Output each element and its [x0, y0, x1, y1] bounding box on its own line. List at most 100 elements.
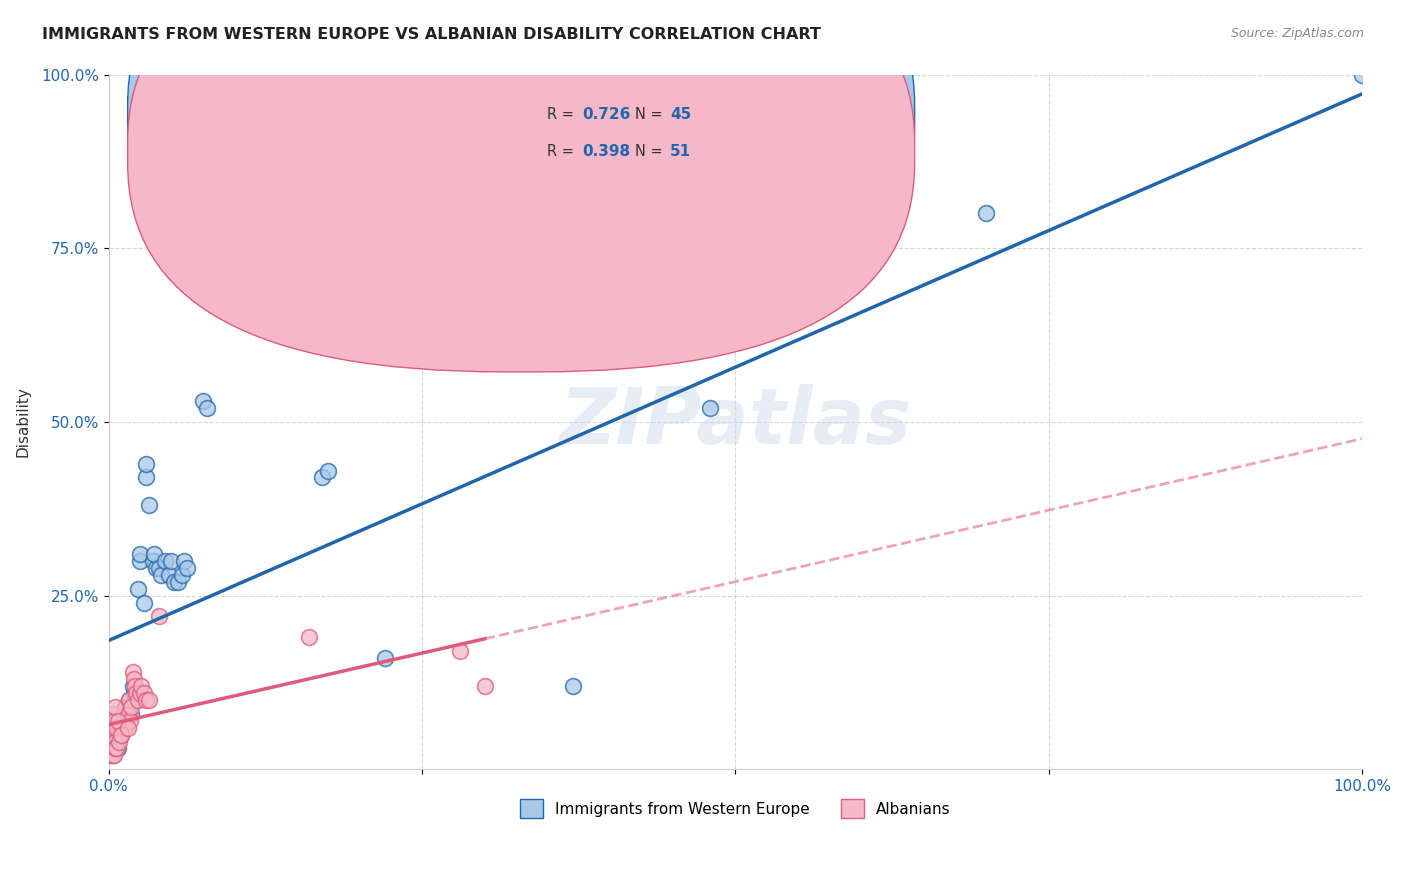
Point: [474, 679, 496, 693]
Text: 45: 45: [671, 107, 692, 122]
Point: [105, 734, 128, 748]
Point: [111, 706, 134, 721]
Point: [166, 574, 188, 589]
Point: [125, 686, 148, 700]
Point: [138, 693, 160, 707]
Point: [98, 748, 121, 763]
Point: [117, 721, 139, 735]
Point: [160, 554, 183, 568]
Point: [974, 206, 997, 220]
Point: [103, 721, 125, 735]
Point: [129, 686, 152, 700]
Point: [108, 714, 131, 728]
Point: [699, 401, 721, 415]
Point: [112, 714, 135, 728]
Point: [121, 665, 143, 679]
Point: [110, 721, 132, 735]
Point: [98, 734, 121, 748]
Point: [114, 721, 136, 735]
Point: [131, 679, 153, 693]
Point: [101, 741, 124, 756]
Point: [104, 734, 127, 748]
Point: [170, 567, 193, 582]
Point: [298, 630, 321, 644]
Point: [449, 644, 471, 658]
Text: R =: R =: [547, 145, 579, 159]
Point: [150, 567, 173, 582]
Point: [132, 596, 155, 610]
Text: ZIPatlas: ZIPatlas: [560, 384, 911, 460]
Point: [129, 547, 152, 561]
Point: [105, 741, 128, 756]
Point: [108, 728, 131, 742]
Point: [103, 748, 125, 763]
Point: [561, 679, 583, 693]
Point: [98, 741, 121, 756]
Point: [127, 582, 149, 596]
Point: [103, 728, 125, 742]
Point: [142, 554, 165, 568]
Point: [100, 728, 122, 742]
Point: [124, 679, 146, 693]
Text: 0.398: 0.398: [582, 145, 631, 159]
Point: [108, 734, 131, 748]
Point: [107, 721, 129, 735]
FancyBboxPatch shape: [128, 0, 915, 335]
Point: [148, 561, 170, 575]
Point: [129, 554, 152, 568]
Point: [105, 721, 128, 735]
Point: [157, 567, 180, 582]
Point: [163, 574, 186, 589]
Point: [135, 470, 157, 484]
Point: [145, 561, 167, 575]
Y-axis label: Disability: Disability: [15, 386, 30, 458]
Point: [122, 672, 145, 686]
Point: [117, 706, 139, 721]
Point: [101, 706, 124, 721]
Point: [108, 721, 131, 735]
Point: [138, 498, 160, 512]
Point: [101, 734, 124, 748]
Point: [115, 699, 138, 714]
Point: [100, 748, 122, 763]
Point: [125, 693, 148, 707]
Point: [316, 464, 339, 478]
Point: [127, 693, 149, 707]
Text: Source: ZipAtlas.com: Source: ZipAtlas.com: [1230, 27, 1364, 40]
Point: [155, 554, 177, 568]
Point: [121, 679, 143, 693]
Point: [103, 714, 125, 728]
Point: [148, 609, 170, 624]
Point: [104, 699, 127, 714]
Point: [101, 748, 124, 763]
Point: [173, 554, 195, 568]
Point: [142, 547, 165, 561]
Point: [117, 706, 139, 721]
Point: [114, 699, 136, 714]
Text: 51: 51: [671, 145, 692, 159]
Point: [104, 728, 127, 742]
Text: N =: N =: [636, 145, 668, 159]
Point: [105, 734, 128, 748]
Legend: Immigrants from Western Europe, Albanians: Immigrants from Western Europe, Albanian…: [515, 793, 956, 824]
Point: [122, 686, 145, 700]
FancyBboxPatch shape: [128, 0, 915, 372]
Point: [191, 394, 214, 409]
Point: [107, 741, 129, 756]
Point: [373, 651, 395, 665]
Point: [1351, 68, 1374, 82]
Point: [100, 741, 122, 756]
Point: [118, 693, 141, 707]
Point: [104, 741, 127, 756]
Point: [110, 728, 132, 742]
Point: [101, 734, 124, 748]
Point: [110, 728, 132, 742]
Point: [135, 457, 157, 471]
Point: [195, 401, 218, 415]
Point: [135, 693, 157, 707]
Point: [103, 741, 125, 756]
Point: [311, 470, 333, 484]
Text: R =: R =: [547, 107, 579, 122]
Point: [120, 706, 142, 721]
Point: [100, 741, 122, 756]
